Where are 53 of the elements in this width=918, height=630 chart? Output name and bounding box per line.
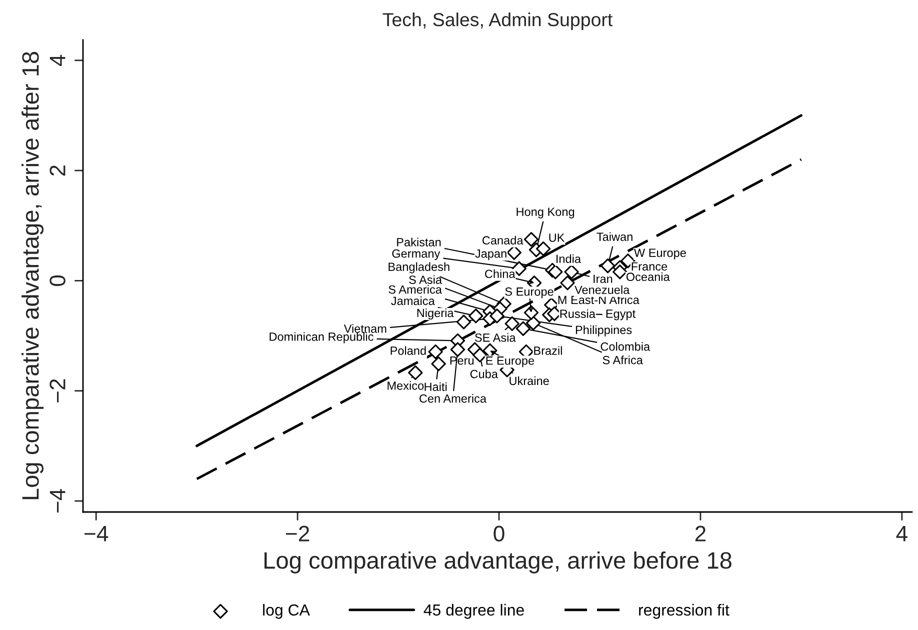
chart-title: Tech, Sales, Admin Support: [382, 12, 613, 30]
annotation: Nigeria: [417, 308, 454, 320]
annotation: SE Asia: [474, 333, 516, 342]
annotation: France: [632, 262, 668, 271]
x-tick-label: −4: [84, 526, 108, 542]
x-axis-title: Log comparative advantage, arrive before 18: [264, 551, 732, 574]
legend-label: regression fit: [639, 604, 730, 619]
annotation: Brazil: [534, 346, 562, 355]
annotation: Canada: [482, 236, 524, 245]
annotation: Philippines: [576, 325, 632, 336]
annotation: W Europe: [634, 248, 686, 260]
annotation: China: [485, 269, 516, 278]
annotation: Jamaica: [391, 296, 435, 306]
annotation: Mexico: [388, 381, 424, 390]
x-tick-label: −2: [286, 526, 310, 542]
annotation: S Asia: [409, 275, 442, 284]
annotation: Venezuela: [574, 285, 630, 294]
legend-label: log CA: [263, 604, 310, 619]
y-tick-label: −4: [50, 488, 66, 513]
annotation: UK: [549, 234, 565, 242]
annotation: Iran: [594, 274, 612, 284]
x-tick-label: 2: [695, 526, 706, 542]
annotation: Dominican Republic: [270, 332, 374, 344]
annotation: Egypt: [606, 310, 636, 320]
annotation: Cen America: [420, 394, 487, 403]
annotation: Colombia: [600, 342, 650, 351]
x-tick-label: 4: [896, 526, 908, 542]
annotation: Russia: [560, 309, 596, 318]
annotation: M East-N Africa: [558, 295, 640, 304]
annotation: Germany: [392, 249, 440, 260]
annotation: Pakistan: [397, 238, 441, 246]
annotation: E Europe: [486, 356, 534, 368]
y-tick-label: 2: [50, 165, 66, 176]
annotation: Vietnam: [344, 324, 386, 333]
annotation: Oceania: [626, 272, 670, 282]
annotation: Poland: [390, 346, 426, 355]
annotation: S Europe: [505, 287, 554, 298]
y-axis-title: Log comparative advantage, arrive after 18: [22, 52, 44, 500]
annotation: S America: [388, 285, 442, 294]
y-tick-label: −2: [50, 379, 66, 402]
annotation: India: [556, 254, 582, 264]
annotation: Hong Kong: [516, 208, 574, 218]
annotation: S Africa: [602, 356, 643, 364]
annotation: Taiwan: [596, 232, 632, 241]
annotation: Cuba: [470, 370, 498, 378]
y-tick-label: 0: [50, 275, 66, 286]
x-tick-label: 0: [494, 526, 504, 542]
annotation: Bangladesh: [388, 262, 450, 274]
annotation: Haiti: [424, 382, 447, 392]
y-tick-label: 4: [50, 54, 66, 66]
legend-label: 45 degree line: [424, 604, 524, 619]
annotation: Japan: [475, 250, 506, 260]
annotation: Ukraine: [510, 376, 549, 386]
